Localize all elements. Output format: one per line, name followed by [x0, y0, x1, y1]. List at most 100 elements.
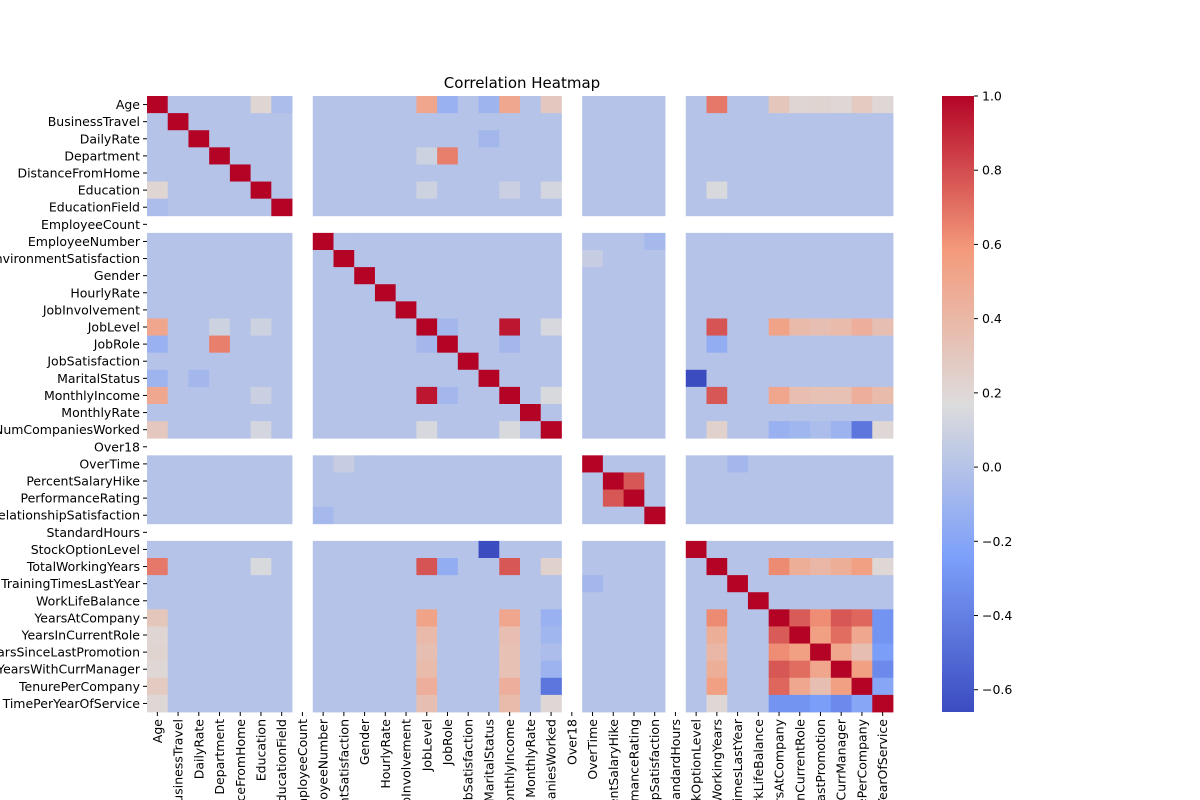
heatmap-cell	[478, 301, 500, 319]
heatmap-cell	[167, 198, 189, 217]
heatmap-cell	[810, 386, 832, 405]
heatmap-cell	[768, 232, 790, 251]
heatmap-cell	[623, 677, 645, 696]
heatmap-cell	[727, 677, 749, 696]
heatmap-cell	[768, 335, 790, 354]
heatmap-cell	[602, 558, 625, 576]
heatmap-cell	[830, 558, 852, 576]
heatmap-cell	[623, 660, 645, 679]
heatmap-cell	[271, 609, 293, 627]
heatmap-cell	[312, 164, 334, 182]
heatmap-cell	[810, 113, 832, 131]
heatmap-cell	[644, 609, 666, 627]
y-tick-label: DistanceFromHome	[17, 166, 140, 181]
heatmap-cell	[872, 421, 894, 439]
heatmap-cell	[602, 575, 625, 593]
heatmap-cell	[499, 489, 521, 508]
heatmap-cell	[644, 626, 666, 644]
heatmap-cell	[747, 386, 770, 405]
heatmap-cell	[374, 369, 397, 388]
heatmap-cell	[747, 164, 770, 182]
heatmap-cell	[851, 181, 873, 200]
heatmap-cell	[354, 472, 376, 490]
heatmap-cell	[395, 369, 417, 388]
heatmap-cell	[147, 694, 169, 713]
heatmap-cell	[333, 421, 355, 439]
heatmap-cell	[499, 455, 521, 473]
heatmap-cell	[851, 96, 873, 114]
heatmap-cell	[789, 421, 811, 439]
heatmap-cell	[478, 96, 500, 114]
x-tick-label: StockOptionLevel	[689, 719, 704, 800]
heatmap-cell	[851, 489, 873, 508]
heatmap-cell	[167, 660, 189, 679]
heatmap-cell	[188, 301, 210, 319]
heatmap-cell	[395, 592, 417, 610]
heatmap-cell	[768, 472, 790, 490]
heatmap-cell	[147, 677, 169, 696]
y-tick-label: JobSatisfaction	[46, 354, 140, 369]
heatmap-cell	[271, 540, 293, 559]
y-tick-label: OverTime	[79, 456, 140, 471]
heatmap-cell	[830, 660, 852, 679]
heatmap-cell	[333, 130, 355, 148]
heatmap-cell	[768, 301, 790, 319]
heatmap-cell	[810, 421, 832, 439]
heatmap-cell	[520, 540, 542, 559]
heatmap-cell	[188, 643, 210, 662]
heatmap-cell	[416, 677, 438, 696]
heatmap-cell	[188, 232, 210, 251]
heatmap-cell	[830, 592, 852, 610]
heatmap-cell	[457, 96, 479, 114]
heatmap-cell	[706, 404, 728, 422]
heatmap-cell	[354, 626, 376, 644]
heatmap-cell	[209, 369, 231, 388]
heatmap-cell	[147, 455, 169, 473]
heatmap-cell	[810, 677, 832, 696]
heatmap-cell	[499, 198, 521, 217]
heatmap-cell	[499, 506, 521, 525]
y-tick-label: YearsWithCurrManager	[0, 662, 141, 677]
heatmap-cell	[851, 660, 873, 679]
y-tick-label: Over18	[94, 439, 140, 454]
heatmap-cell	[602, 232, 625, 251]
heatmap-cell	[830, 506, 852, 525]
heatmap-cell	[810, 558, 832, 576]
colorbar-tick-label: 0.8	[982, 163, 1002, 178]
heatmap-cell	[333, 489, 355, 508]
heatmap-cell	[416, 386, 438, 405]
heatmap-cell	[333, 677, 355, 696]
x-tick-label: Over18	[564, 719, 579, 765]
heatmap-cell	[478, 455, 500, 473]
heatmap-cell	[457, 506, 479, 525]
heatmap-cell	[416, 506, 438, 525]
heatmap-cell	[395, 575, 417, 593]
heatmap-cell	[520, 421, 542, 439]
heatmap-cell	[312, 660, 334, 679]
heatmap-cell	[789, 130, 811, 148]
heatmap-cell	[851, 558, 873, 576]
heatmap-cell	[333, 455, 355, 473]
heatmap-cell	[478, 540, 500, 559]
heatmap-cell	[644, 575, 666, 593]
heatmap-cell	[478, 643, 500, 662]
heatmap-cell	[685, 540, 707, 559]
y-tick-label: JobLevel	[87, 320, 140, 335]
heatmap-cell	[789, 352, 811, 371]
heatmap-cell	[457, 421, 479, 439]
heatmap-cell	[644, 694, 666, 713]
heatmap-cell	[851, 267, 873, 285]
heatmap-cell	[395, 335, 417, 354]
heatmap-cell	[706, 540, 728, 559]
heatmap-cell	[457, 318, 479, 336]
x-tick-label: WorkLifeBalance	[751, 719, 766, 800]
heatmap-cell	[147, 386, 169, 405]
heatmap-cell	[478, 626, 500, 644]
heatmap-cell	[167, 592, 189, 610]
heatmap-cell	[706, 626, 728, 644]
heatmap-cell	[644, 96, 666, 114]
heatmap-cell	[540, 421, 562, 439]
heatmap-cell	[437, 267, 459, 285]
heatmap-cell	[872, 369, 894, 388]
